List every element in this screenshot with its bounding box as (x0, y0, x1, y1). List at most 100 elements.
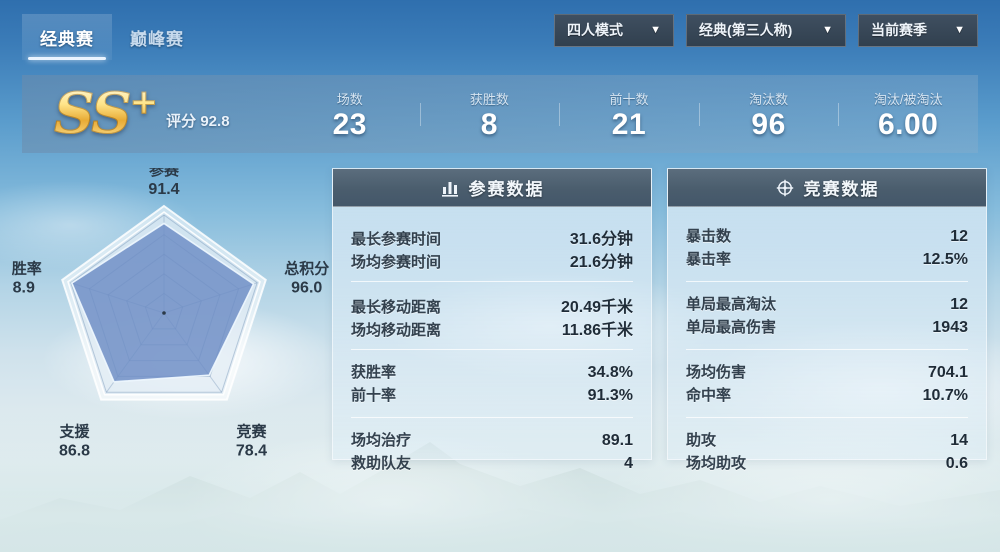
perspective-select[interactable]: 经典(第三人称) ▼ (686, 13, 846, 47)
svg-text:98.9: 98.9 (12, 280, 35, 297)
radar-chart-svg: 参赛 91.4 总积分 96.0 竞赛 78.4 支援 86.8 获胜率 98.9 (0, 161, 329, 459)
mode-select[interactable]: 四人模式 ▼ (554, 13, 674, 47)
svg-text:91.4: 91.4 (148, 181, 179, 198)
tab-bar: 经典赛 巅峰赛 (0, 0, 202, 60)
filter-select-group: 四人模式 ▼ 经典(第三人称) ▼ 当前赛季 ▼ (554, 13, 1000, 47)
row-value: 34.8% (587, 364, 633, 381)
rank-block: SS+ 评分 92.8 (22, 85, 280, 143)
row-value: 10.7% (922, 387, 968, 404)
crosshair-icon (776, 179, 793, 196)
season-select[interactable]: 当前赛季 ▼ (858, 13, 978, 47)
row-value: 12.5% (922, 251, 968, 268)
summary-cell-value: 23 (332, 107, 367, 141)
table-row: 最长参赛时间 31.6分钟 (351, 225, 633, 248)
table-row: 暴击数 12 (686, 225, 968, 248)
season-select-value: 当前赛季 (871, 22, 927, 38)
row-value: 89.1 (601, 432, 633, 449)
row-label: 前十率 (351, 387, 397, 404)
row-label: 单局最高淘汰 (686, 296, 777, 313)
row-value: 21.6分钟 (569, 254, 633, 271)
row-label: 暴击数 (686, 228, 732, 245)
row-label: 助攻 (686, 432, 717, 449)
combat-data-panel-header: 竞赛数据 (668, 169, 986, 207)
summary-cell-value: 6.00 (877, 107, 939, 141)
summary-cell-top10: 前十数 21 (559, 89, 699, 140)
score-value: 92.8 (200, 112, 230, 130)
chevron-down-icon: ▼ (650, 23, 661, 36)
row-label: 场均伤害 (686, 364, 747, 381)
svg-text:获胜率: 获胜率 (12, 260, 42, 278)
svg-text:参赛: 参赛 (149, 168, 180, 179)
row-group: 场均治疗 89.1 救助队友 4 (351, 417, 633, 485)
summary-cell-label: 前十数 (609, 91, 649, 107)
summary-cell-label: 获胜数 (469, 91, 509, 107)
chevron-down-icon: ▼ (954, 23, 965, 36)
radar-chart: 参赛 91.4 总积分 96.0 竞赛 78.4 支援 86.8 获胜率 98.9 (0, 161, 332, 468)
top-navigation-bar: 经典赛 巅峰赛 四人模式 ▼ 经典(第三人称) ▼ 当前赛季 ▼ (0, 0, 1000, 60)
summary-cells: 场数 23 获胜数 8 前十数 21 淘汰数 96 淘汰/被淘汰 6.00 (280, 75, 978, 153)
match-data-panel-body: 最长参赛时间 31.6分钟 场均参赛时间 21.6分钟 最长移动距离 20.49… (333, 207, 651, 485)
svg-text:总积分: 总积分 (284, 260, 329, 278)
svg-text:78.4: 78.4 (236, 442, 267, 459)
row-value: 12 (950, 228, 968, 245)
svg-text:支援: 支援 (59, 422, 91, 440)
table-row: 前十率 91.3% (351, 384, 633, 407)
row-label: 场均助攻 (686, 455, 747, 472)
rank-plus: + (129, 82, 158, 123)
table-row: 命中率 10.7% (686, 384, 968, 407)
row-label: 最长参赛时间 (351, 231, 442, 248)
match-data-panel: 参赛数据 最长参赛时间 31.6分钟 场均参赛时间 21.6分钟 最长移动距离 … (332, 168, 652, 472)
row-value: 704.1 (927, 364, 968, 381)
table-row: 单局最高淘汰 12 (686, 293, 968, 316)
combat-data-panel-title: 竞赛数据 (803, 180, 880, 199)
summary-cell-value: 21 (611, 107, 647, 141)
rank-text: SS (54, 81, 133, 148)
svg-text:竞赛: 竞赛 (236, 422, 267, 440)
table-row: 救助队友 4 (351, 452, 633, 475)
summary-cell-matches: 场数 23 (280, 89, 420, 140)
combat-data-panel-body: 暴击数 12 暴击率 12.5% 单局最高淘汰 12 单局最高伤害 1943 (668, 207, 986, 485)
match-data-panel-title: 参赛数据 (468, 180, 545, 199)
score-label: 评分 (166, 112, 197, 130)
row-label: 场均治疗 (351, 432, 412, 449)
summary-cell-kills: 淘汰数 96 (698, 89, 839, 141)
table-row: 暴击率 12.5% (686, 248, 968, 271)
table-row: 场均参赛时间 21.6分钟 (351, 248, 633, 271)
svg-text:96.0: 96.0 (291, 280, 322, 297)
row-label: 命中率 (686, 387, 732, 404)
row-value: 91.3% (587, 387, 633, 404)
summary-cell-label: 淘汰/被淘汰 (873, 91, 943, 107)
table-row: 单局最高伤害 1943 (686, 316, 968, 339)
row-group: 最长移动距离 20.49千米 场均移动距离 11.86千米 (351, 281, 633, 349)
row-value: 20.49千米 (560, 299, 633, 316)
combat-data-panel: 竞赛数据 暴击数 12 暴击率 12.5% 单局最高淘汰 12 单局最高 (667, 168, 987, 472)
row-value: 12 (950, 296, 968, 313)
mode-select-value: 四人模式 (567, 22, 623, 38)
table-row: 最长移动距离 20.49千米 (351, 293, 633, 316)
row-label: 救助队友 (351, 455, 412, 472)
score-display: 评分 92.8 (166, 110, 229, 141)
row-group: 最长参赛时间 31.6分钟 场均参赛时间 21.6分钟 (351, 221, 633, 281)
table-row: 场均移动距离 11.86千米 (351, 316, 633, 339)
row-value: 1943 (932, 319, 968, 336)
row-label: 场均参赛时间 (351, 254, 442, 271)
row-label: 最长移动距离 (351, 299, 442, 316)
row-group: 单局最高淘汰 12 单局最高伤害 1943 (686, 281, 968, 349)
row-label: 场均移动距离 (351, 322, 442, 339)
tab-classic[interactable]: 经典赛 (22, 14, 112, 60)
row-value: 31.6分钟 (569, 231, 633, 248)
row-value: 4 (624, 455, 633, 472)
bar-chart-icon (441, 181, 458, 197)
match-data-panel-header: 参赛数据 (333, 169, 651, 207)
row-group: 获胜率 34.8% 前十率 91.3% (351, 349, 633, 417)
row-label: 暴击率 (686, 251, 732, 268)
summary-cell-value: 8 (480, 107, 498, 141)
svg-text:86.8: 86.8 (59, 442, 90, 459)
summary-cell-value: 96 (751, 107, 786, 141)
tab-classic-label: 经典赛 (40, 29, 94, 49)
perspective-select-value: 经典(第三人称) (699, 22, 793, 38)
chevron-down-icon: ▼ (822, 23, 833, 36)
tab-peak[interactable]: 巅峰赛 (112, 14, 202, 60)
summary-cell-wins: 获胜数 8 (419, 89, 560, 141)
